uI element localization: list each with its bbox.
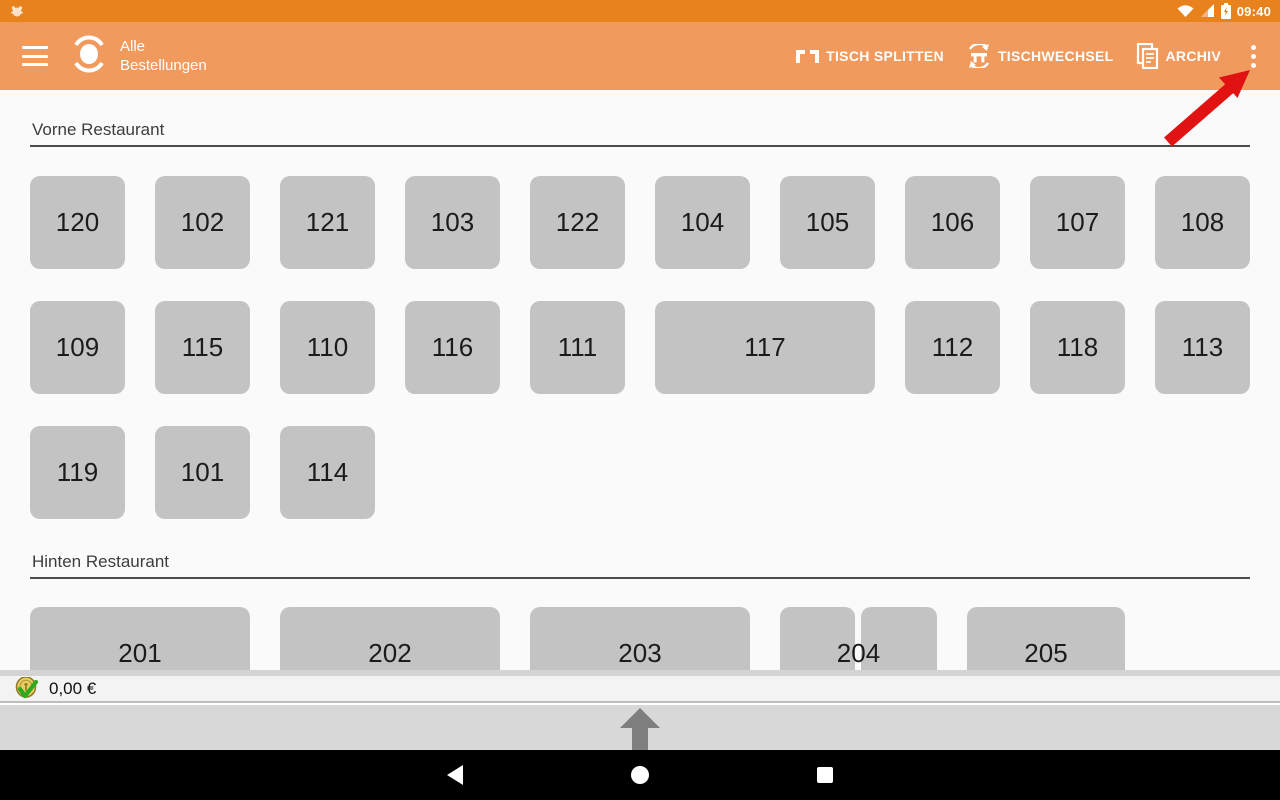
table-button[interactable]: 111 bbox=[530, 301, 625, 394]
table-button[interactable]: 104 bbox=[655, 176, 750, 269]
nav-home-button[interactable] bbox=[620, 755, 660, 795]
table-button-wide[interactable]: 203 bbox=[530, 607, 750, 670]
table-button[interactable]: 101 bbox=[155, 426, 250, 519]
app-bar-actions: TISCH SPLITTEN TISCHWECHSEL ARCHIV bbox=[795, 41, 1280, 72]
status-bar: 09:40 bbox=[0, 0, 1280, 22]
table-button[interactable]: 113 bbox=[1155, 301, 1250, 394]
hamburger-menu-icon[interactable] bbox=[22, 46, 48, 66]
tischwechsel-button[interactable]: TISCHWECHSEL bbox=[966, 44, 1114, 68]
table-button[interactable]: 120 bbox=[30, 176, 125, 269]
table-button-wide[interactable]: 202 bbox=[280, 607, 500, 670]
table-button[interactable]: 122 bbox=[530, 176, 625, 269]
table-button[interactable]: 109 bbox=[30, 301, 125, 394]
coin-check-icon bbox=[15, 677, 39, 699]
status-time: 09:40 bbox=[1236, 3, 1271, 19]
table-button[interactable]: 114 bbox=[280, 426, 375, 519]
table-button-wide[interactable]: 205 bbox=[967, 607, 1125, 670]
table-button[interactable]: 119 bbox=[30, 426, 125, 519]
table-button[interactable]: 106 bbox=[905, 176, 1000, 269]
section-title-vorne: Vorne Restaurant bbox=[32, 120, 165, 139]
table-button[interactable]: 108 bbox=[1155, 176, 1250, 269]
app-bar: Alle Bestellungen TISCH SPLITTEN TISCHWE… bbox=[0, 22, 1280, 90]
section-title-hinten: Hinten Restaurant bbox=[32, 552, 170, 571]
footer-separator bbox=[0, 670, 1280, 676]
android-nav-bar bbox=[0, 750, 1280, 800]
table-plan: Vorne Restaurant 120 102 121 103 122 104… bbox=[0, 90, 1280, 670]
app-logo-icon bbox=[72, 33, 106, 80]
arrow-up-icon bbox=[620, 708, 660, 750]
table-button[interactable]: 115 bbox=[155, 301, 250, 394]
tischwechsel-label: TISCHWECHSEL bbox=[997, 48, 1114, 64]
nav-recents-button[interactable] bbox=[805, 755, 845, 795]
total-bar: 0,00 € bbox=[0, 676, 1280, 703]
section-divider bbox=[30, 145, 1250, 147]
table-button[interactable]: 103 bbox=[405, 176, 500, 269]
table-button-split[interactable]: 204 bbox=[780, 607, 937, 670]
table-button[interactable]: 116 bbox=[405, 301, 500, 394]
table-button[interactable]: 110 bbox=[280, 301, 375, 394]
nav-back-button[interactable] bbox=[435, 755, 475, 795]
wifi-icon bbox=[1177, 5, 1194, 17]
table-button[interactable]: 121 bbox=[280, 176, 375, 269]
table-change-icon bbox=[968, 44, 989, 68]
overflow-menu-icon bbox=[1251, 44, 1256, 50]
section-divider bbox=[30, 577, 1250, 579]
table-button[interactable]: 102 bbox=[155, 176, 250, 269]
table-button-split-label: 204 bbox=[836, 638, 881, 668]
tisch-splitten-button[interactable]: TISCH SPLITTEN bbox=[795, 45, 944, 67]
overflow-menu-button[interactable] bbox=[1243, 41, 1264, 72]
table-button[interactable]: 107 bbox=[1030, 176, 1125, 269]
table-button[interactable]: 118 bbox=[1030, 301, 1125, 394]
cell-signal-icon bbox=[1200, 4, 1214, 17]
home-icon bbox=[631, 766, 649, 784]
notification-icon bbox=[10, 6, 24, 17]
back-icon bbox=[447, 765, 463, 785]
archive-icon bbox=[1136, 43, 1158, 69]
recents-icon bbox=[817, 767, 833, 783]
table-button-wide[interactable]: 201 bbox=[30, 607, 250, 670]
page-title-line2: Bestellungen bbox=[120, 57, 207, 74]
page-title-line1: Alle bbox=[120, 38, 146, 55]
tisch-splitten-label: TISCH SPLITTEN bbox=[826, 48, 944, 64]
page-title: Alle Bestellungen bbox=[120, 37, 207, 75]
table-button[interactable]: 112 bbox=[905, 301, 1000, 394]
table-button[interactable]: 105 bbox=[780, 176, 875, 269]
archiv-label: ARCHIV bbox=[1165, 48, 1221, 64]
battery-charging-icon bbox=[1220, 3, 1231, 19]
table-button-split-right bbox=[861, 607, 937, 670]
table-button-wide[interactable]: 117 bbox=[655, 301, 875, 394]
split-table-icon bbox=[796, 50, 820, 63]
table-button-split-left bbox=[780, 607, 855, 670]
archiv-button[interactable]: ARCHIV bbox=[1136, 43, 1221, 69]
order-total: 0,00 € bbox=[49, 678, 97, 698]
pull-up-bar[interactable] bbox=[0, 705, 1280, 750]
